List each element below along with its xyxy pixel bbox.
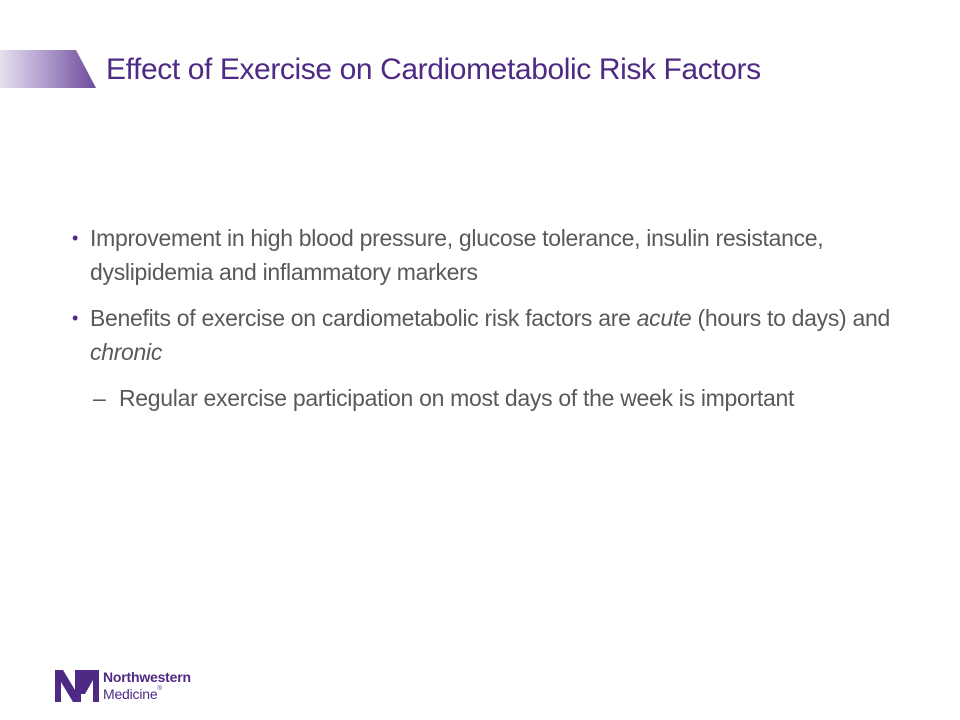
logo-text-northwestern: Northwestern [103, 669, 191, 685]
nm-logo-icon [55, 670, 99, 702]
bullet-text: Improvement in high blood pressure, gluc… [90, 225, 824, 285]
bullet-item-benefits: • Benefits of exercise on cardiometaboli… [72, 301, 892, 369]
title-accent-bar [0, 50, 96, 88]
sub-bullet-text: Regular exercise participation on most d… [119, 385, 795, 411]
bullet-item-improvement: • Improvement in high blood pressure, gl… [72, 221, 892, 289]
bullet-dot-icon: • [72, 228, 79, 248]
acute-emphasis: acute [636, 305, 692, 331]
northwestern-medicine-logo: Northwestern Medicine® [55, 668, 225, 704]
bullet-text-part: (hours to days) and [691, 305, 891, 331]
bullet-text-part: Benefits of exercise on cardiometabolic … [90, 305, 637, 331]
bullet-text: Benefits of exercise on cardiometabolic … [90, 305, 890, 365]
slide-title: Effect of Exercise on Cardiometabolic Ri… [106, 53, 761, 86]
bullet-dot-icon: • [72, 308, 79, 328]
sub-bullet-item-regular-exercise: – Regular exercise participation on most… [72, 381, 892, 415]
logo-text-medicine: Medicine® [103, 686, 162, 702]
logo-text-medicine-word: Medicine [103, 686, 158, 702]
dash-icon: – [93, 385, 106, 411]
chronic-emphasis: chronic [90, 339, 163, 365]
registered-mark: ® [157, 686, 162, 692]
bullet-list: • Improvement in high blood pressure, gl… [72, 221, 892, 415]
